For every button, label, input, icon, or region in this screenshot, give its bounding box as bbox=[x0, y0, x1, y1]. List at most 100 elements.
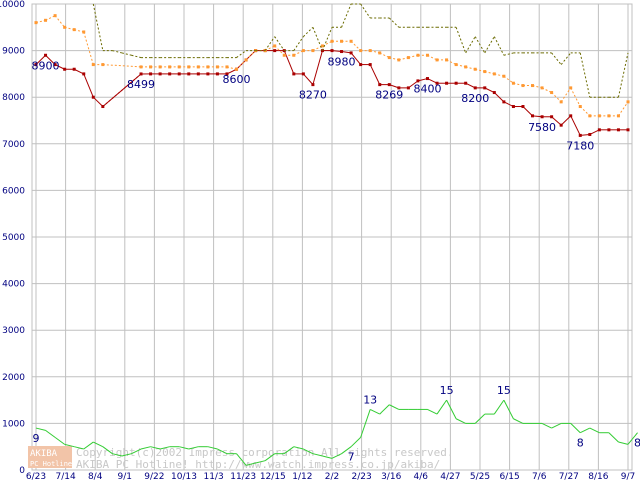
count-segment bbox=[121, 453, 132, 457]
high-segment bbox=[484, 36, 495, 54]
x-tick-label: 3/16 bbox=[381, 472, 401, 480]
count-segment bbox=[455, 418, 466, 424]
count-segment bbox=[341, 446, 352, 455]
average-segment bbox=[379, 52, 390, 59]
average-point bbox=[63, 25, 67, 29]
price-segment bbox=[484, 87, 495, 93]
price-segment bbox=[73, 68, 84, 75]
count-segment bbox=[264, 453, 276, 462]
average-segment bbox=[541, 87, 552, 93]
average-segment bbox=[456, 64, 466, 68]
count-segment bbox=[245, 462, 256, 466]
count-segment bbox=[436, 399, 447, 415]
high-segment bbox=[455, 27, 467, 54]
x-tick-label: 7/27 bbox=[559, 472, 579, 480]
price-segment bbox=[465, 82, 476, 89]
y-tick-label: 0 bbox=[19, 466, 25, 476]
count-segment bbox=[427, 408, 438, 415]
price-point bbox=[626, 128, 630, 132]
x-tick-label: 10/13 bbox=[171, 472, 197, 480]
x-tick-label: 12/15 bbox=[260, 472, 286, 480]
count-segment bbox=[150, 446, 161, 450]
price-segment bbox=[283, 50, 295, 75]
data-label: 8900 bbox=[32, 59, 60, 72]
y-tick-label: 5000 bbox=[2, 233, 25, 243]
price-segment bbox=[493, 92, 505, 103]
high-segment bbox=[274, 36, 285, 51]
count-segment bbox=[551, 422, 562, 429]
count-segment bbox=[580, 427, 591, 434]
average-segment bbox=[226, 66, 237, 70]
average-segment bbox=[494, 73, 504, 77]
count-segment bbox=[255, 460, 266, 464]
average-segment bbox=[446, 59, 457, 66]
price-segment bbox=[341, 51, 352, 54]
average-segment bbox=[513, 82, 524, 87]
count-segment bbox=[179, 446, 189, 450]
data-label: 7 bbox=[348, 451, 355, 464]
average-segment bbox=[35, 19, 46, 24]
average-segment bbox=[83, 31, 94, 65]
high-segment bbox=[131, 54, 142, 59]
count-segment bbox=[389, 404, 400, 410]
average-segment bbox=[570, 87, 581, 107]
data-label: 8270 bbox=[299, 89, 327, 102]
price-segment bbox=[350, 52, 362, 65]
count-segment bbox=[160, 446, 170, 450]
price-segment bbox=[532, 115, 543, 118]
count-segment bbox=[503, 399, 514, 419]
average-point bbox=[511, 81, 515, 85]
count-segment bbox=[608, 432, 619, 443]
count-segment bbox=[93, 441, 104, 448]
data-label: 8980 bbox=[328, 56, 356, 69]
count-segment bbox=[140, 446, 151, 450]
y-tick-label: 2000 bbox=[2, 373, 25, 383]
x-tick-label: 8/4 bbox=[88, 472, 103, 480]
count-segment bbox=[188, 446, 199, 450]
price-segment bbox=[417, 78, 428, 82]
x-tick-label: 11/3 bbox=[203, 472, 223, 480]
x-tick-label: 9/7 bbox=[621, 472, 635, 480]
count-segment bbox=[446, 399, 457, 419]
high-segment bbox=[617, 52, 629, 98]
data-label: 8400 bbox=[413, 83, 441, 96]
high-segment bbox=[312, 27, 323, 51]
count-segment bbox=[570, 423, 581, 434]
data-label: 8 bbox=[577, 437, 584, 450]
y-axis-ticks: 0 1000 2000 3000 4000 5000 6000 7000 8000 9000 100… bbox=[0, 0, 25, 476]
count-segment bbox=[322, 455, 333, 459]
logo-text-bottom: PC Hotline! bbox=[30, 460, 76, 468]
price-segment bbox=[551, 116, 562, 126]
price-segment bbox=[54, 64, 65, 70]
x-tick-label: 11/23 bbox=[230, 472, 256, 480]
series-layer bbox=[34, 3, 638, 466]
data-labels: 8900 8499 8600 8270 8980 8269 8400 8200 7580 7180… bbox=[32, 56, 640, 464]
x-tick-label: 9/22 bbox=[144, 472, 164, 480]
high-segment bbox=[474, 36, 486, 54]
average-segment bbox=[503, 75, 514, 84]
watermark-copyright: Copyright(c)2002 Impress corporation All… bbox=[76, 446, 454, 459]
price-segment bbox=[92, 96, 104, 107]
count-segment bbox=[102, 446, 113, 455]
x-tick-label: 2/23 bbox=[351, 472, 371, 480]
price-segment bbox=[312, 50, 323, 85]
price-segment bbox=[226, 68, 237, 75]
average-segment bbox=[322, 40, 333, 47]
watermark: AKIBA PC Hotline! Copyright(c)2002 Impre… bbox=[28, 446, 454, 471]
price-point bbox=[63, 67, 67, 71]
count-segment bbox=[589, 427, 600, 434]
count-segment bbox=[35, 427, 46, 431]
price-segment bbox=[427, 78, 438, 84]
count-segment bbox=[627, 432, 638, 445]
high-segment bbox=[360, 3, 371, 19]
count-segment bbox=[493, 399, 505, 415]
count-segment bbox=[112, 453, 123, 457]
price-segment bbox=[245, 50, 256, 61]
average-segment bbox=[293, 50, 304, 56]
average-segment bbox=[264, 45, 275, 52]
high-segment bbox=[121, 52, 132, 56]
y-tick-label: 6000 bbox=[2, 186, 25, 196]
y-tick-label: 8000 bbox=[2, 93, 25, 103]
count-segment bbox=[217, 448, 228, 455]
watermark-url: AKIBA PC Hotline! http://www.watch.impre… bbox=[76, 458, 440, 471]
